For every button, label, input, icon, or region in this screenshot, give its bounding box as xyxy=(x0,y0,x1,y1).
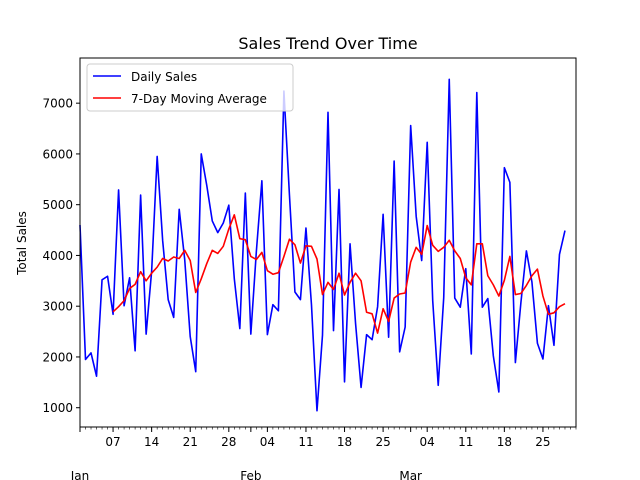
x-tick-label: 25 xyxy=(375,435,390,449)
y-tick-label: 2000 xyxy=(42,350,73,364)
month-label: Mar xyxy=(399,469,422,480)
x-tick-label: 04 xyxy=(420,435,435,449)
moving-average-line xyxy=(112,214,566,334)
y-tick-label: 6000 xyxy=(42,147,73,161)
legend-label-moving-average: 7-Day Moving Average xyxy=(131,92,267,106)
month-label: Jan xyxy=(70,469,90,480)
x-tick-label: 04 xyxy=(260,435,275,449)
series-layer xyxy=(79,78,566,412)
chart-title: Sales Trend Over Time xyxy=(238,34,417,53)
x-tick-label: 28 xyxy=(221,435,236,449)
y-tick-label: 3000 xyxy=(42,300,73,314)
legend-label-daily-sales: Daily Sales xyxy=(131,70,197,84)
x-tick-label: 11 xyxy=(458,435,473,449)
y-tick-label: 4000 xyxy=(42,249,73,263)
x-tick-label: 18 xyxy=(497,435,512,449)
y-axis-ticks: 1000 2000 3000 4000 5000 6000 7000 xyxy=(42,97,80,415)
x-tick-label: 21 xyxy=(183,435,198,449)
y-tick-label: 1000 xyxy=(42,401,73,415)
x-axis-ticks: 07 14 21 28 04 11 18 25 04 11 18 25 Jan Feb Mar xyxy=(70,427,577,480)
y-axis-label: Total Sales xyxy=(15,211,29,276)
x-tick-label: 25 xyxy=(535,435,550,449)
y-tick-label: 7000 xyxy=(42,97,73,111)
legend: Daily Sales 7-Day Moving Average xyxy=(86,63,294,112)
legend-box xyxy=(86,63,294,112)
month-label: Feb xyxy=(240,469,261,480)
x-tick-label: 07 xyxy=(105,435,120,449)
x-tick-label: 11 xyxy=(298,435,313,449)
x-tick-label: 14 xyxy=(144,435,159,449)
x-tick-label: 18 xyxy=(337,435,352,449)
y-tick-label: 5000 xyxy=(42,198,73,212)
daily-sales-line xyxy=(79,78,566,412)
